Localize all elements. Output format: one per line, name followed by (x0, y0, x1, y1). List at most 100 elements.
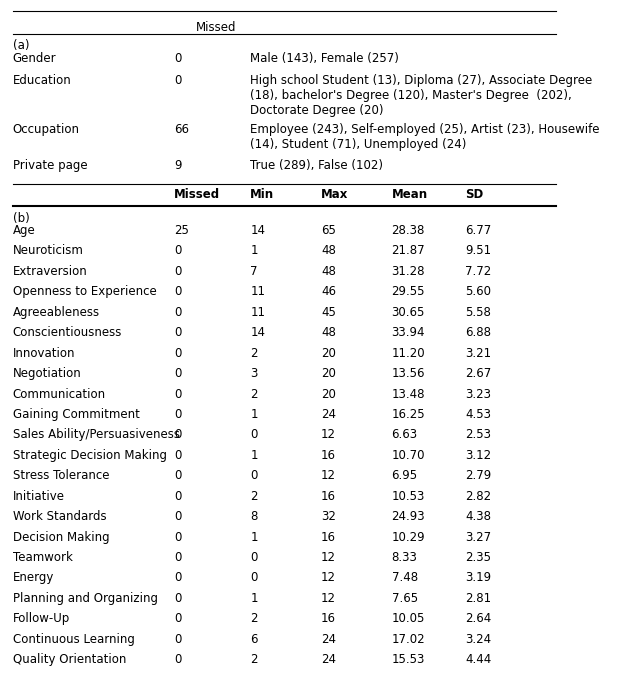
Text: 65: 65 (321, 224, 336, 237)
Text: 0: 0 (174, 653, 181, 666)
Text: 11: 11 (250, 306, 265, 319)
Text: 10.29: 10.29 (392, 530, 425, 544)
Text: 48: 48 (321, 326, 336, 339)
Text: Gender: Gender (13, 52, 56, 65)
Text: 0: 0 (174, 326, 181, 339)
Text: 31.28: 31.28 (392, 265, 425, 278)
Text: 6: 6 (250, 633, 258, 646)
Text: Mean: Mean (392, 188, 428, 201)
Text: 0: 0 (174, 265, 181, 278)
Text: Innovation: Innovation (13, 347, 75, 359)
Text: Follow-Up: Follow-Up (13, 612, 70, 625)
Text: 2.53: 2.53 (465, 429, 491, 441)
Text: 12: 12 (321, 571, 336, 584)
Text: Occupation: Occupation (13, 123, 80, 136)
Text: True (289), False (102): True (289), False (102) (250, 160, 383, 172)
Text: SD: SD (465, 188, 483, 201)
Text: 0: 0 (250, 571, 257, 584)
Text: 8.33: 8.33 (392, 551, 417, 564)
Text: Strategic Decision Making: Strategic Decision Making (13, 449, 166, 462)
Text: (a): (a) (13, 39, 29, 52)
Text: 1: 1 (250, 244, 258, 257)
Text: 48: 48 (321, 244, 336, 257)
Text: 45: 45 (321, 306, 336, 319)
Text: 11.20: 11.20 (392, 347, 425, 359)
Text: 16: 16 (321, 530, 336, 544)
Text: 3.23: 3.23 (465, 388, 491, 400)
Text: Continuous Learning: Continuous Learning (13, 633, 134, 646)
Text: 33.94: 33.94 (392, 326, 425, 339)
Text: 0: 0 (174, 510, 181, 523)
Text: 16: 16 (321, 612, 336, 625)
Text: 48: 48 (321, 265, 336, 278)
Text: 10.70: 10.70 (392, 449, 425, 462)
Text: 25: 25 (174, 224, 189, 237)
Text: Negotiation: Negotiation (13, 367, 81, 380)
Text: Agreeableness: Agreeableness (13, 306, 100, 319)
Text: 13.48: 13.48 (392, 388, 425, 400)
Text: Max: Max (321, 188, 348, 201)
Text: 0: 0 (174, 52, 181, 65)
Text: 0: 0 (174, 388, 181, 400)
Text: 11: 11 (250, 285, 265, 298)
Text: Missed: Missed (196, 22, 237, 34)
Text: 20: 20 (321, 347, 336, 359)
Text: 24.93: 24.93 (392, 510, 425, 523)
Text: 1: 1 (250, 530, 258, 544)
Text: 1: 1 (250, 592, 258, 605)
Text: 2: 2 (250, 490, 258, 503)
Text: 6.95: 6.95 (392, 469, 418, 483)
Text: 0: 0 (174, 367, 181, 380)
Text: 0: 0 (174, 530, 181, 544)
Text: 46: 46 (321, 285, 336, 298)
Text: 12: 12 (321, 469, 336, 483)
Text: 0: 0 (174, 612, 181, 625)
Text: 7.72: 7.72 (465, 265, 492, 278)
Text: 3.19: 3.19 (465, 571, 492, 584)
Text: 16.25: 16.25 (392, 408, 425, 421)
Text: 1: 1 (250, 449, 258, 462)
Text: Conscientiousness: Conscientiousness (13, 326, 122, 339)
Text: Education: Education (13, 74, 72, 87)
Text: Energy: Energy (13, 571, 54, 584)
Text: 4.44: 4.44 (465, 653, 492, 666)
Text: 9.51: 9.51 (465, 244, 492, 257)
Text: 0: 0 (250, 469, 257, 483)
Text: 4.53: 4.53 (465, 408, 491, 421)
Text: 15.53: 15.53 (392, 653, 425, 666)
Text: 24: 24 (321, 408, 336, 421)
Text: 28.38: 28.38 (392, 224, 425, 237)
Text: 0: 0 (174, 429, 181, 441)
Text: 5.60: 5.60 (465, 285, 491, 298)
Text: 66: 66 (174, 123, 189, 136)
Text: 9: 9 (174, 160, 181, 172)
Text: 20: 20 (321, 367, 336, 380)
Text: 1: 1 (250, 408, 258, 421)
Text: Initiative: Initiative (13, 490, 65, 503)
Text: Decision Making: Decision Making (13, 530, 109, 544)
Text: 24: 24 (321, 653, 336, 666)
Text: 14: 14 (250, 326, 265, 339)
Text: 0: 0 (250, 429, 257, 441)
Text: 6.77: 6.77 (465, 224, 492, 237)
Text: 3.24: 3.24 (465, 633, 492, 646)
Text: 0: 0 (174, 551, 181, 564)
Text: Stress Tolerance: Stress Tolerance (13, 469, 109, 483)
Text: 17.02: 17.02 (392, 633, 425, 646)
Text: 0: 0 (174, 285, 181, 298)
Text: 7.48: 7.48 (392, 571, 418, 584)
Text: Min: Min (250, 188, 275, 201)
Text: 12: 12 (321, 592, 336, 605)
Text: Planning and Organizing: Planning and Organizing (13, 592, 157, 605)
Text: 8: 8 (250, 510, 257, 523)
Text: 7: 7 (250, 265, 258, 278)
Text: Openness to Experience: Openness to Experience (13, 285, 156, 298)
Text: Missed: Missed (174, 188, 220, 201)
Text: 32: 32 (321, 510, 336, 523)
Text: 0: 0 (174, 347, 181, 359)
Text: Quality Orientation: Quality Orientation (13, 653, 126, 666)
Text: 12: 12 (321, 429, 336, 441)
Text: 0: 0 (174, 408, 181, 421)
Text: Neuroticism: Neuroticism (13, 244, 84, 257)
Text: 21.87: 21.87 (392, 244, 425, 257)
